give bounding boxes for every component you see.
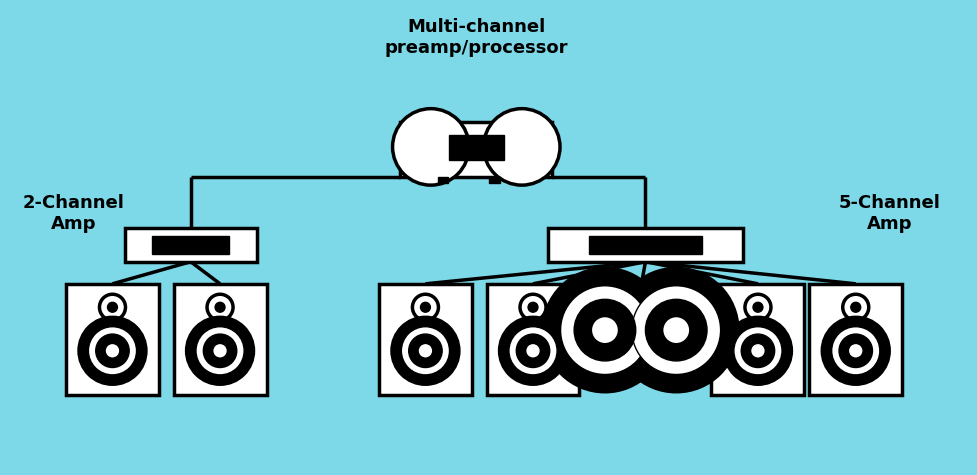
Ellipse shape <box>195 327 244 375</box>
Ellipse shape <box>645 299 706 361</box>
Ellipse shape <box>822 317 888 384</box>
Ellipse shape <box>662 316 689 344</box>
Ellipse shape <box>408 334 442 368</box>
Ellipse shape <box>724 317 790 384</box>
Ellipse shape <box>744 294 770 320</box>
Ellipse shape <box>499 317 566 384</box>
Ellipse shape <box>573 299 635 361</box>
Ellipse shape <box>508 327 557 375</box>
Ellipse shape <box>749 343 765 358</box>
Ellipse shape <box>591 316 617 344</box>
FancyBboxPatch shape <box>125 228 256 262</box>
Ellipse shape <box>96 334 129 368</box>
Ellipse shape <box>614 268 737 392</box>
Text: 2-Channel
Amp: 2-Channel Amp <box>22 194 124 233</box>
FancyBboxPatch shape <box>401 123 551 177</box>
Ellipse shape <box>830 327 879 375</box>
Ellipse shape <box>733 327 782 375</box>
Ellipse shape <box>838 334 871 368</box>
Ellipse shape <box>560 286 649 374</box>
Ellipse shape <box>412 294 438 320</box>
Ellipse shape <box>187 317 253 384</box>
FancyBboxPatch shape <box>437 177 447 183</box>
FancyBboxPatch shape <box>809 284 901 395</box>
Ellipse shape <box>543 268 666 392</box>
Ellipse shape <box>516 334 549 368</box>
Ellipse shape <box>842 294 868 320</box>
Ellipse shape <box>847 343 863 358</box>
FancyBboxPatch shape <box>547 228 743 262</box>
Ellipse shape <box>79 317 146 384</box>
FancyBboxPatch shape <box>574 289 705 371</box>
Ellipse shape <box>212 343 228 358</box>
FancyBboxPatch shape <box>66 284 158 395</box>
FancyBboxPatch shape <box>711 284 803 395</box>
FancyBboxPatch shape <box>379 284 472 395</box>
FancyBboxPatch shape <box>487 284 578 395</box>
Ellipse shape <box>631 286 720 374</box>
FancyBboxPatch shape <box>588 236 701 254</box>
Ellipse shape <box>207 294 233 320</box>
Text: Multi-channel
preamp/processor: Multi-channel preamp/processor <box>384 18 568 57</box>
Ellipse shape <box>401 327 449 375</box>
FancyBboxPatch shape <box>488 177 499 183</box>
Ellipse shape <box>741 334 774 368</box>
Ellipse shape <box>107 302 117 312</box>
Ellipse shape <box>752 302 762 312</box>
Ellipse shape <box>392 109 469 185</box>
Ellipse shape <box>525 343 540 358</box>
Ellipse shape <box>420 302 430 312</box>
Ellipse shape <box>88 327 137 375</box>
FancyBboxPatch shape <box>174 284 266 395</box>
Text: 5-Channel
Amp: 5-Channel Amp <box>838 194 940 233</box>
Ellipse shape <box>105 343 120 358</box>
FancyBboxPatch shape <box>448 135 503 160</box>
Ellipse shape <box>417 343 433 358</box>
FancyBboxPatch shape <box>152 236 229 254</box>
Ellipse shape <box>850 302 860 312</box>
Ellipse shape <box>520 294 545 320</box>
Ellipse shape <box>483 109 560 185</box>
Ellipse shape <box>528 302 537 312</box>
Ellipse shape <box>100 294 125 320</box>
Ellipse shape <box>215 302 225 312</box>
Ellipse shape <box>203 334 236 368</box>
Ellipse shape <box>392 317 458 384</box>
